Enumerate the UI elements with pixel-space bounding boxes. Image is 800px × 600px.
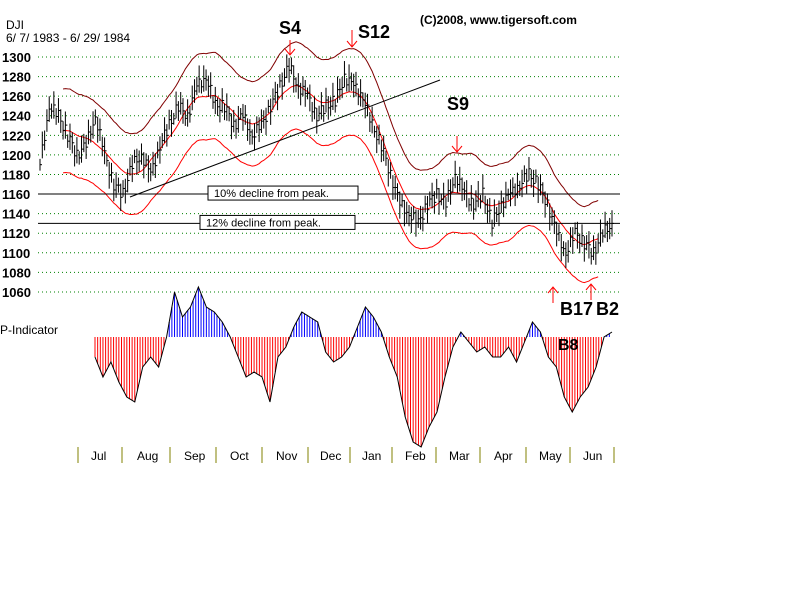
- y-tick-label: 1280: [2, 70, 31, 85]
- decline-label-box: [199, 214, 356, 230]
- signal-arrowhead: [451, 145, 463, 153]
- x-tick-label: Aug: [137, 449, 158, 463]
- upper-band: [62, 41, 599, 208]
- x-tick-label: Feb: [405, 449, 426, 463]
- x-tick-label: May: [539, 449, 562, 463]
- y-tick-label: 1300: [2, 50, 31, 65]
- x-tick-label: Jan: [362, 449, 381, 463]
- signal-b2: B2: [596, 299, 619, 319]
- signal-b8: B8: [558, 337, 579, 354]
- signal-s12: S12: [358, 22, 390, 42]
- trendline: [129, 79, 441, 198]
- x-tick-label: Sep: [184, 449, 206, 463]
- y-tick-label: 1120: [2, 226, 30, 241]
- signal-s4: S4: [279, 18, 301, 38]
- indicator-label: P-Indicator: [0, 323, 58, 337]
- decline-label: 10% decline from peak.: [214, 188, 329, 200]
- y-tick-label: 1180: [2, 167, 30, 182]
- signal-arrowhead: [346, 40, 358, 48]
- y-tick-label: 1080: [2, 265, 31, 280]
- x-tick-label: Mar: [449, 449, 470, 463]
- signal-s9: S9: [447, 94, 469, 114]
- x-tick-label: Dec: [320, 449, 341, 463]
- x-tick-label: Nov: [276, 449, 297, 463]
- indicator-line: [94, 285, 613, 448]
- decline-label-box: [207, 185, 359, 201]
- y-tick-label: 1200: [2, 148, 31, 163]
- signal-b17: B17: [560, 299, 593, 319]
- y-tick-label: 1060: [2, 285, 31, 300]
- signal-arrowhead: [284, 48, 296, 56]
- x-tick-label: Jun: [583, 449, 602, 463]
- signal-arrowhead: [585, 283, 597, 291]
- copyright: (C)2008, www.tigersoft.com: [420, 13, 577, 27]
- x-tick-label: Oct: [230, 449, 249, 463]
- chart-title: DJI: [6, 18, 24, 32]
- lower-band: [62, 128, 599, 284]
- chart-subtitle: 6/ 7/ 1983 - 6/ 29/ 1984: [6, 31, 130, 45]
- y-tick-label: 1100: [2, 246, 30, 261]
- signal-arrowhead: [547, 286, 559, 294]
- y-tick-label: 1240: [2, 109, 31, 124]
- x-tick-label: Apr: [494, 449, 513, 463]
- y-tick-label: 1220: [2, 128, 31, 143]
- y-tick-label: 1140: [2, 207, 30, 222]
- y-tick-label: 1260: [2, 89, 31, 104]
- x-tick-label: Jul: [91, 449, 106, 463]
- y-tick-label: 1160: [2, 187, 30, 202]
- decline-label: 12% decline from peak.: [206, 217, 321, 229]
